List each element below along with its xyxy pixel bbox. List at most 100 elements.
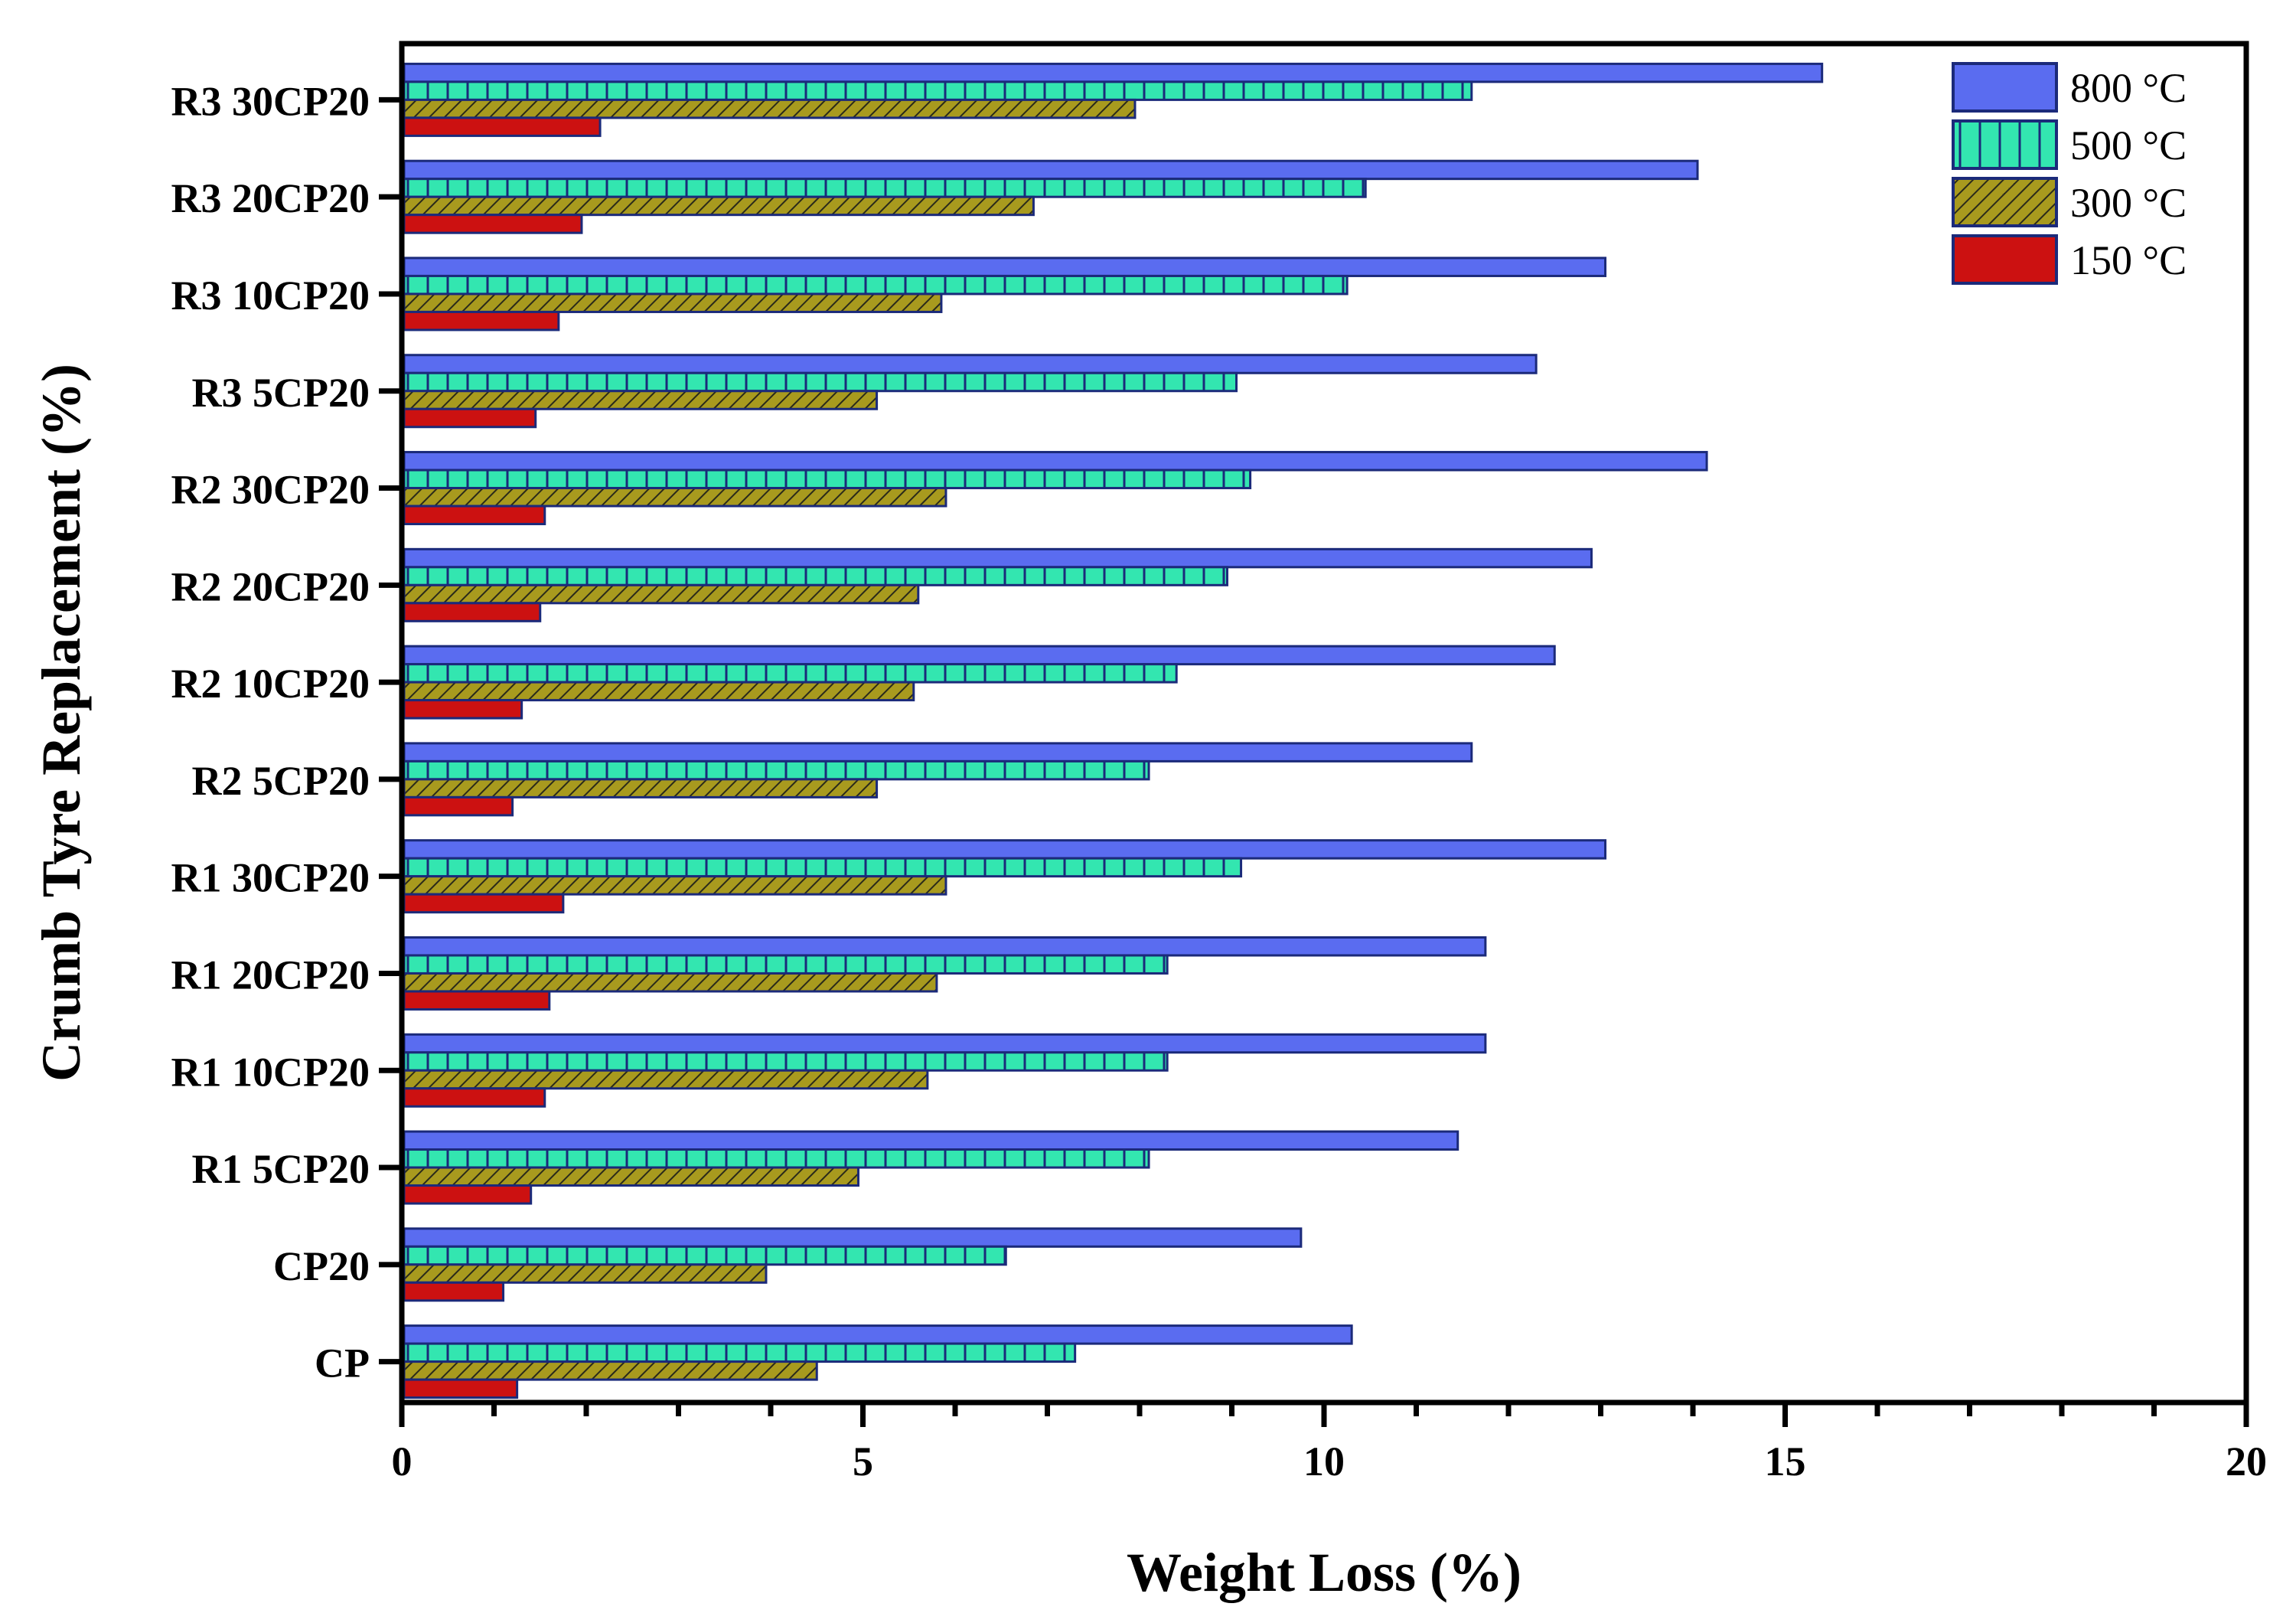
bars-layer: CP – 800 °C: 10.3CP – 500 °C: 7.3CP – 30… [403,62,1824,1399]
legend-swatch [1952,177,2058,227]
bar-r2-5cp20-150-c: R2 5CP20 – 150 °C: 1.2 [403,795,514,817]
bar-r2-10cp20-300-c: R2 10CP20 – 300 °C: 5.55 [403,681,915,702]
y-tick-label: R2 20CP20 [171,563,370,609]
x-axis-title: Weight Loss (%) [1127,1542,1521,1603]
x-tick-label: 10 [1303,1438,1345,1484]
y-axis-title: Crumb Tyre Replacement (%) [31,364,92,1082]
bar-r2-10cp20-150-c: R2 10CP20 – 150 °C: 1.3 [403,699,523,720]
bar-r3-5cp20-150-c: R3 5CP20 – 150 °C: 1.45 [403,407,537,429]
bar-cp-800-c: CP – 800 °C: 10.3 [403,1324,1353,1345]
bar-group-cp20: CP20 – 800 °C: 9.75CP20 – 500 °C: 6.55CP… [403,1227,1303,1302]
y-tick-label: R1 30CP20 [171,855,370,901]
legend-item-300-c: 300 °C [1952,177,2187,227]
bar-r3-5cp20-500-c: R3 5CP20 – 500 °C: 9.05 [403,371,1238,393]
bar-group-cp: CP – 800 °C: 10.3CP – 500 °C: 7.3CP – 30… [403,1324,1353,1399]
y-tick-label: R3 30CP20 [171,78,370,124]
bar-r2-20cp20-150-c: R2 20CP20 – 150 °C: 1.5 [403,602,542,622]
bar-group-r3-30cp20: R3 30CP20 – 800 °C: 15.4R3 30CP20 – 500 … [403,62,1824,137]
bar-r1-5cp20-300-c: R1 5CP20 – 300 °C: 4.95 [403,1166,859,1187]
bar-r3-10cp20-800-c: R3 10CP20 – 800 °C: 13.05 [403,256,1607,277]
x-tick-label: 0 [392,1438,413,1484]
legend-item-500-c: 500 °C [1952,119,2187,170]
bar-group-r1-5cp20: R1 5CP20 – 800 °C: 11.45R1 5CP20 – 500 °… [403,1130,1459,1205]
bar-r1-30cp20-300-c: R1 30CP20 – 300 °C: 5.9 [403,875,947,896]
x-tick-label: 5 [853,1438,873,1484]
y-tick-label: R1 20CP20 [171,952,370,998]
y-tick-label: R2 5CP20 [192,758,370,804]
legend-label: 300 °C [2070,180,2187,226]
y-tick-label: R2 30CP20 [171,467,370,513]
bar-r2-5cp20-800-c: R2 5CP20 – 800 °C: 11.6 [403,742,1473,763]
bar-r1-20cp20-800-c: R1 20CP20 – 800 °C: 11.75 [403,936,1487,957]
legend-label: 150 °C [2070,237,2187,283]
y-tick-label: CP [315,1341,370,1386]
bar-group-r3-20cp20: R3 20CP20 – 800 °C: 14.05R3 20CP20 – 500… [403,159,1699,234]
bar-r1-5cp20-800-c: R1 5CP20 – 800 °C: 11.45 [403,1130,1459,1151]
bar-r1-30cp20-150-c: R1 30CP20 – 150 °C: 1.75 [403,893,565,914]
bar-cp-300-c: CP – 300 °C: 4.5 [403,1360,818,1381]
legend-swatch [1952,62,2058,113]
y-tick-label: CP20 [273,1243,370,1289]
x-tick-label: 20 [2226,1438,2267,1484]
bar-cp-500-c: CP – 500 °C: 7.3 [403,1342,1077,1363]
bar-group-r2-10cp20: R2 10CP20 – 800 °C: 12.5R2 10CP20 – 500 … [403,645,1556,720]
bar-group-r1-10cp20: R1 10CP20 – 800 °C: 11.75R1 10CP20 – 500… [403,1033,1487,1108]
bar-r1-30cp20-800-c: R1 30CP20 – 800 °C: 13.05 [403,839,1607,860]
bar-r3-5cp20-300-c: R3 5CP20 – 300 °C: 5.15 [403,390,879,410]
bar-r1-30cp20-500-c: R1 30CP20 – 500 °C: 9.1 [403,857,1243,878]
bar-r2-5cp20-300-c: R2 5CP20 – 300 °C: 5.15 [403,778,879,798]
x-tick-label: 15 [1765,1438,1806,1484]
bar-r2-10cp20-500-c: R2 10CP20 – 500 °C: 8.4 [403,663,1178,684]
bar-group-r1-30cp20: R1 30CP20 – 800 °C: 13.05R1 30CP20 – 500… [403,839,1607,914]
bar-r2-5cp20-500-c: R2 5CP20 – 500 °C: 8.1 [403,759,1150,781]
bar-cp20-300-c: CP20 – 300 °C: 3.95 [403,1263,768,1284]
y-tick-label: R3 5CP20 [192,370,370,416]
x-axis: 0 5 10 15 20 [392,1403,2267,1484]
bar-r3-5cp20-800-c: R3 5CP20 – 800 °C: 12.3 [403,354,1538,374]
bar-r1-20cp20-150-c: R1 20CP20 – 150 °C: 1.6 [403,990,551,1011]
bar-cp20-500-c: CP20 – 500 °C: 6.55 [403,1245,1007,1266]
bar-r1-20cp20-300-c: R1 20CP20 – 300 °C: 5.8 [403,972,938,993]
y-tick-label: R3 10CP20 [171,273,370,318]
bar-cp20-800-c: CP20 – 800 °C: 9.75 [403,1227,1303,1248]
bar-r1-10cp20-300-c: R1 10CP20 – 300 °C: 5.7 [403,1069,929,1090]
y-axis: CP CP20 R1 5CP20 R1 10CP20 R1 20CP20 R1 30CP2… [171,78,402,1386]
bar-r3-20cp20-800-c: R3 20CP20 – 800 °C: 14.05 [403,159,1699,181]
bar-r3-30cp20-150-c: R3 30CP20 – 150 °C: 2.15 [403,116,602,137]
bar-group-r2-30cp20: R2 30CP20 – 800 °C: 14.15R2 30CP20 – 500… [403,451,1708,526]
bar-r2-30cp20-150-c: R2 30CP20 – 150 °C: 1.55 [403,505,546,526]
bar-r1-10cp20-800-c: R1 10CP20 – 800 °C: 11.75 [403,1033,1487,1054]
bar-r2-10cp20-800-c: R2 10CP20 – 800 °C: 12.5 [403,645,1556,666]
bar-r3-10cp20-150-c: R3 10CP20 – 150 °C: 1.7 [403,310,560,331]
legend-label: 800 °C [2070,65,2187,111]
bar-r2-30cp20-800-c: R2 30CP20 – 800 °C: 14.15 [403,451,1708,472]
bar-r3-10cp20-500-c: R3 10CP20 – 500 °C: 10.25 [403,274,1349,296]
bar-r1-5cp20-500-c: R1 5CP20 – 500 °C: 8.1 [403,1148,1150,1169]
bar-r2-20cp20-500-c: R2 20CP20 – 500 °C: 8.95 [403,566,1228,586]
y-tick-label: R1 5CP20 [192,1146,370,1192]
bar-group-r3-5cp20: R3 5CP20 – 800 °C: 12.3R3 5CP20 – 500 °C… [403,354,1538,429]
bar-r3-20cp20-500-c: R3 20CP20 – 500 °C: 10.45 [403,178,1367,198]
legend-item-150-c: 150 °C [1952,234,2187,285]
y-tick-label: R2 10CP20 [171,661,370,707]
bar-r3-20cp20-300-c: R3 20CP20 – 300 °C: 6.85 [403,195,1035,217]
legend-swatch [1952,119,2058,170]
bar-r1-5cp20-150-c: R1 5CP20 – 150 °C: 1.4 [403,1184,533,1205]
bar-group-r1-20cp20: R1 20CP20 – 800 °C: 11.75R1 20CP20 – 500… [403,936,1487,1011]
plot-frame [399,41,2249,1406]
legend: 800 °C 500 °C 300 °C 150 °C [1952,62,2187,285]
bar-r2-20cp20-800-c: R2 20CP20 – 800 °C: 12.9 [403,547,1593,569]
bar-r2-20cp20-300-c: R2 20CP20 – 300 °C: 5.6 [403,583,920,605]
bar-r3-10cp20-300-c: R3 10CP20 – 300 °C: 5.85 [403,292,943,313]
legend-swatch [1952,234,2058,285]
bar-r2-30cp20-500-c: R2 30CP20 – 500 °C: 9.2 [403,469,1252,490]
bar-r3-30cp20-300-c: R3 30CP20 – 300 °C: 7.95 [403,98,1137,119]
bar-r3-30cp20-500-c: R3 30CP20 – 500 °C: 11.6 [403,80,1473,101]
y-tick-label: R1 10CP20 [171,1049,370,1095]
bar-r3-30cp20-800-c: R3 30CP20 – 800 °C: 15.4 [403,62,1824,83]
bar-r1-10cp20-150-c: R1 10CP20 – 150 °C: 1.55 [403,1087,546,1108]
y-tick-label: R3 20CP20 [171,175,370,221]
bar-group-r2-20cp20: R2 20CP20 – 800 °C: 12.9R2 20CP20 – 500 … [403,547,1593,622]
bar-group-r2-5cp20: R2 5CP20 – 800 °C: 11.6R2 5CP20 – 500 °C… [403,742,1473,817]
